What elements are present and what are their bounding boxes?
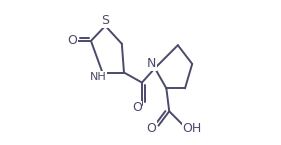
Text: O: O xyxy=(146,122,156,135)
Text: N: N xyxy=(147,57,157,70)
Text: O: O xyxy=(132,101,142,114)
Text: NH: NH xyxy=(90,72,106,82)
Text: O: O xyxy=(67,34,77,47)
Text: S: S xyxy=(101,14,109,27)
Text: OH: OH xyxy=(182,122,201,135)
